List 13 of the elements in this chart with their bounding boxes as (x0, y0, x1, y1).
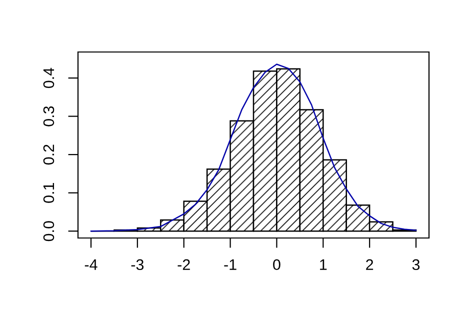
x-tick-label: -1 (224, 259, 236, 270)
x-tick-label: 0 (273, 259, 280, 270)
x-tick-label: -3 (131, 259, 144, 270)
y-tick-label: 0.4 (43, 68, 54, 88)
x-tick-label: -4 (84, 259, 98, 270)
x-tick-label: 1 (320, 259, 327, 270)
x-tick-label: -2 (178, 259, 190, 270)
x-tick-label: 2 (366, 259, 374, 270)
y-tick-label: 0.3 (43, 106, 54, 126)
y-tick-label: 0.2 (43, 144, 54, 165)
y-tick-label: 0.1 (43, 182, 54, 203)
y-tick-label: 0.0 (43, 221, 54, 242)
x-tick-label: 3 (412, 259, 420, 270)
